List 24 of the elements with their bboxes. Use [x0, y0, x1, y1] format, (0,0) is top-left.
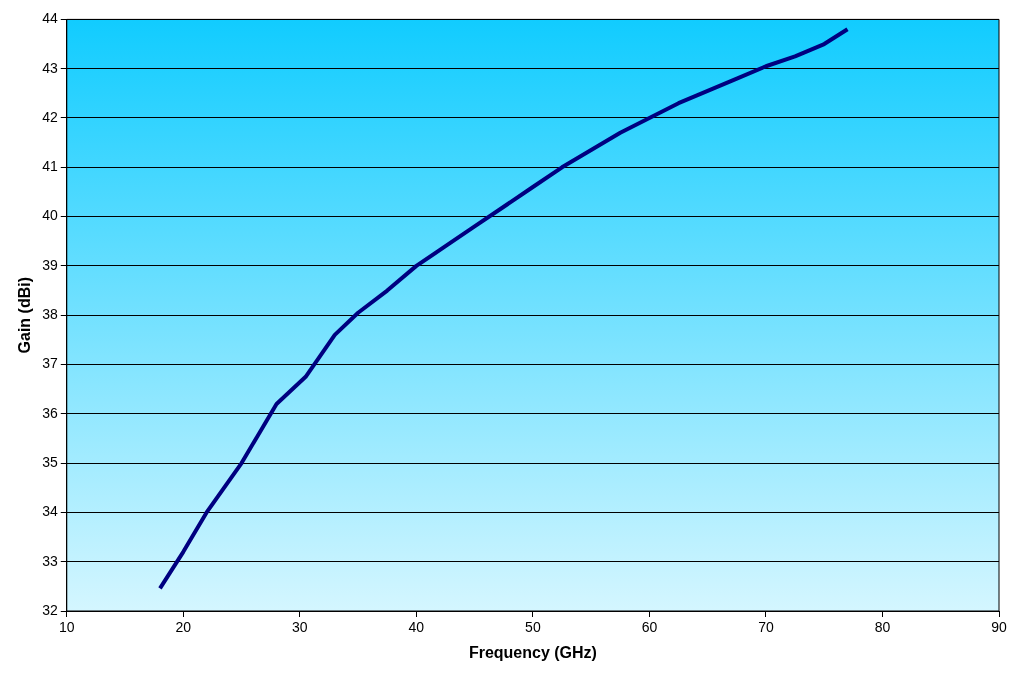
x-tick-label: 30: [292, 619, 308, 636]
x-tick-label: 90: [991, 619, 1007, 636]
y-tick-label: 35: [42, 453, 58, 470]
x-tick-label: 40: [408, 619, 425, 636]
y-tick-label: 44: [42, 10, 58, 27]
y-tick-label: 41: [42, 158, 58, 175]
y-tick-label: 37: [42, 355, 58, 372]
y-tick-label: 42: [42, 108, 58, 125]
y-tick-label: 38: [42, 306, 58, 323]
y-tick-label: 39: [42, 256, 58, 273]
y-tick-label: 40: [42, 207, 58, 224]
y-tick-label: 36: [42, 404, 58, 421]
x-tick-label: 20: [175, 619, 192, 636]
x-tick-label: 50: [525, 619, 541, 636]
y-axis-title: Gain (dBi): [16, 276, 34, 354]
x-tick-label: 60: [641, 619, 658, 636]
x-tick-label: 80: [874, 619, 891, 636]
x-tick-label: 70: [758, 619, 774, 636]
y-tick-label: 43: [42, 59, 58, 76]
x-axis-title: Frequency (GHz): [468, 643, 597, 661]
x-tick-label: 10: [58, 619, 75, 636]
y-tick-label: 34: [42, 503, 58, 520]
y-tick-label: 32: [42, 601, 58, 618]
y-tick-label: 33: [42, 552, 58, 569]
